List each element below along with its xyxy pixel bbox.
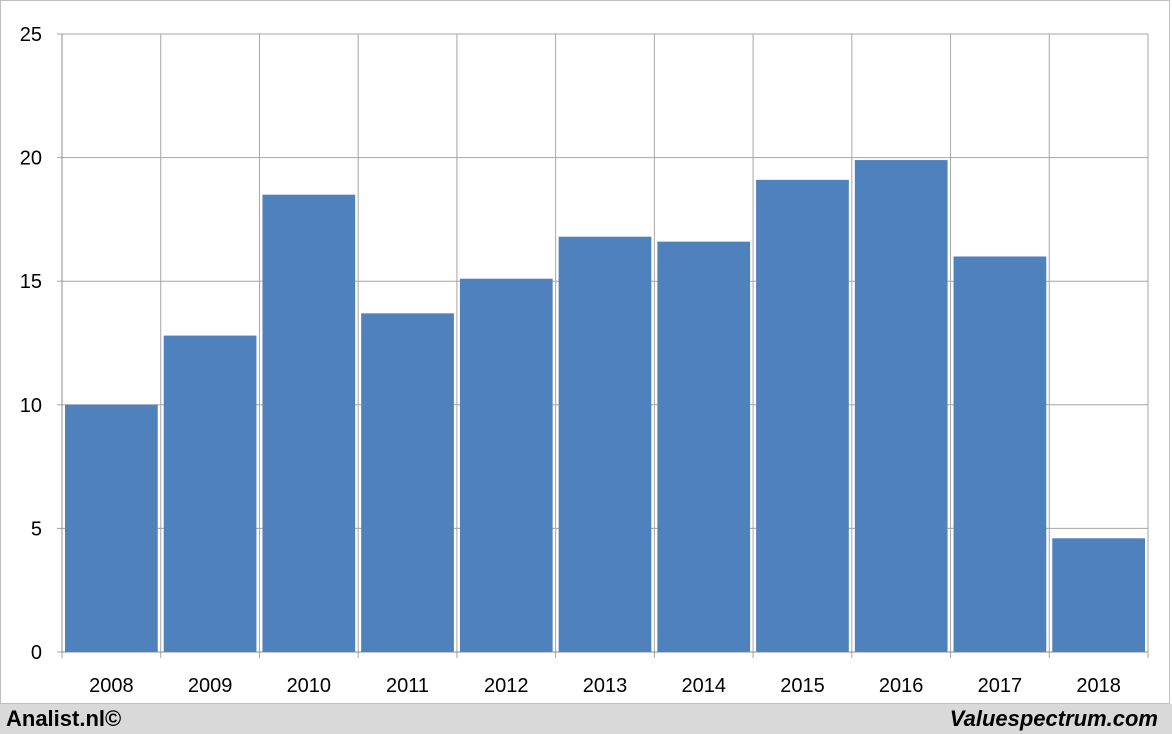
bar-chart: 0 5 10 15 20 25 2008 2009 2010 2011 2012 2013 2014 20… [20, 24, 1149, 697]
x-tick-label: 2009 [188, 675, 233, 697]
bar-2012 [459, 278, 553, 652]
y-tick-label: 10 [20, 395, 42, 417]
x-tick-label: 2008 [89, 675, 134, 697]
x-tick-label: 2018 [1076, 675, 1121, 697]
footer-right-credit: Valuespectrum.com [949, 706, 1158, 731]
y-tick-label: 15 [20, 271, 42, 293]
x-tick-label: 2011 [386, 675, 429, 697]
bar-2008 [65, 404, 158, 652]
bar-2015 [756, 179, 849, 652]
x-tick-label: 2015 [780, 675, 825, 697]
bar-2009 [163, 335, 257, 652]
footer-bar: Analist.nl© Valuespectrum.com [0, 704, 1172, 734]
bar-2016 [854, 160, 948, 652]
chart-frame [0, 0, 1170, 704]
x-tick-label: 2016 [879, 675, 924, 697]
bar-2011 [361, 313, 454, 652]
x-tick-label: 2012 [484, 675, 529, 697]
bar-2018 [1052, 538, 1145, 652]
y-tick-label: 25 [20, 24, 42, 46]
bar-2013 [558, 236, 652, 653]
bar-2017 [953, 256, 1047, 652]
bar-2014 [657, 241, 751, 652]
x-tick-label: 2017 [978, 675, 1023, 697]
bar-2010 [262, 194, 356, 652]
y-tick-label: 0 [31, 642, 42, 664]
x-tick-label: 2014 [681, 675, 726, 697]
x-tick-label: 2013 [583, 675, 628, 697]
y-tick-label: 20 [20, 148, 42, 170]
x-tick-label: 2010 [287, 675, 332, 697]
footer-left-credit: Analist.nl© [6, 706, 122, 731]
y-tick-label: 5 [31, 518, 42, 540]
